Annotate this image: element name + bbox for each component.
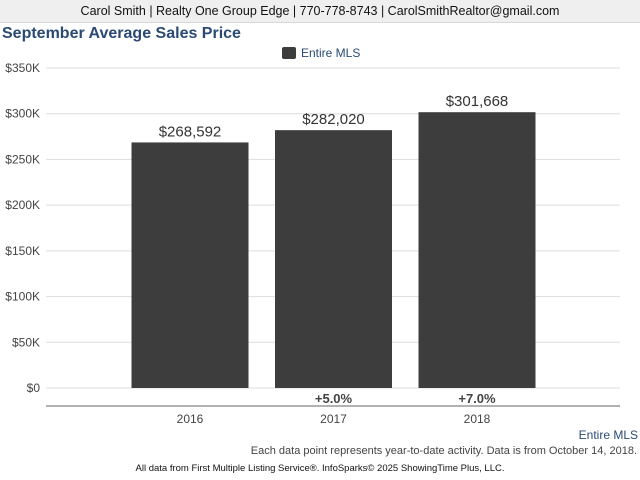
bars: $268,592 $282,020 +5.0% $301,668 +7.0%	[131, 93, 536, 406]
series-link[interactable]: Entire MLS	[578, 428, 638, 442]
y-tick-label: $100K	[5, 290, 40, 304]
y-tick-label: $50K	[12, 335, 40, 349]
bar	[418, 112, 536, 388]
y-tick-label: $150K	[5, 244, 40, 258]
bar-data-label: $268,592	[159, 123, 222, 140]
data-credit: All data from First Multiple Listing Ser…	[135, 463, 505, 474]
change-label: +7.0%	[458, 391, 496, 406]
y-tick-label: $250K	[5, 152, 40, 166]
bar-data-label: $301,668	[446, 93, 509, 110]
y-tick-label: $200K	[5, 198, 40, 212]
contact-header: Carol Smith | Realty One Group Edge | 77…	[0, 0, 640, 23]
y-tick-label: $300K	[5, 107, 40, 121]
bar	[275, 130, 392, 388]
legend-label: Entire MLS	[301, 46, 361, 60]
chart-title: September Average Sales Price	[2, 25, 241, 42]
contact-text: Carol Smith | Realty One Group Edge | 77…	[80, 4, 560, 18]
y-tick-label: $0	[27, 381, 41, 395]
bar-data-label: $282,020	[302, 111, 365, 128]
legend[interactable]: Entire MLS	[282, 46, 360, 60]
data-note: Each data point represents year-to-date …	[250, 445, 637, 457]
x-tick-label: 2018	[464, 412, 491, 426]
x-tick-label: 2017	[320, 412, 347, 426]
x-tick-label: 2016	[177, 412, 204, 426]
bar	[131, 142, 249, 388]
change-label: +5.0%	[315, 391, 353, 406]
y-axis-ticks: $0 $50K $100K $150K $200K $250K $300K $350K	[5, 61, 40, 395]
legend-swatch	[282, 47, 296, 59]
y-tick-label: $350K	[5, 61, 40, 75]
x-axis-ticks: 2016 2017 2018	[177, 412, 491, 426]
